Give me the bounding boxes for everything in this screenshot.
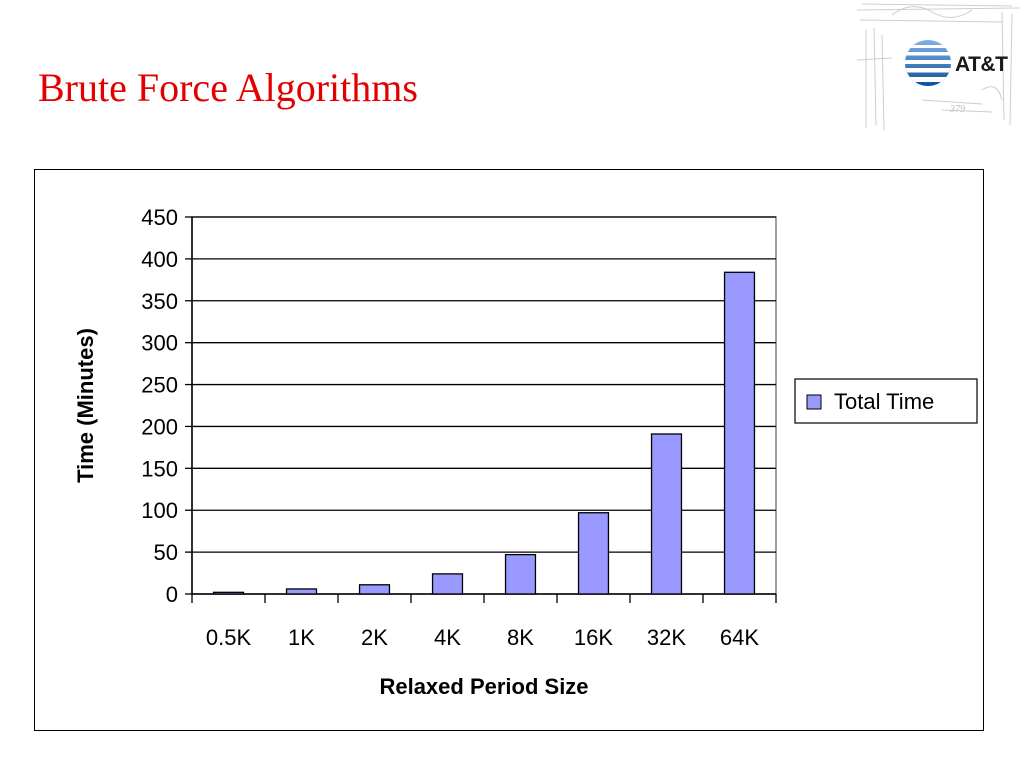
x-tick-label: 4K <box>434 625 461 650</box>
y-tick-label: 300 <box>141 331 178 356</box>
y-tick-label: 200 <box>141 414 178 439</box>
bar-chart: 0 50 100 150 200 250 300 350 400 450 0.5K 1K 2K 4K 8K 1… <box>73 205 978 699</box>
logo-background-sketch: 379 <box>856 3 1021 131</box>
y-tick-label: 400 <box>141 247 178 272</box>
bar-1k <box>285 588 318 595</box>
slide-title: Brute Force Algorithms <box>38 65 418 110</box>
att-logo: 379 <box>852 0 1024 132</box>
bar-64k <box>723 271 756 595</box>
x-tick-label: 1K <box>288 625 315 650</box>
bar-4k <box>431 573 464 595</box>
y-tick-label: 450 <box>141 205 178 230</box>
legend: Total Time <box>794 378 978 424</box>
bar-16k <box>577 512 610 595</box>
chart-frame: 0 50 100 150 200 250 300 350 400 450 0.5K 1K 2K 4K 8K 1… <box>34 169 984 731</box>
y-tick-label: 350 <box>141 289 178 314</box>
plot-area: 0 50 100 150 200 250 300 350 400 450 0.5K 1K 2K 4K 8K 1… <box>141 205 777 650</box>
bar-2k <box>358 584 391 595</box>
x-tick-label: 64K <box>720 625 759 650</box>
y-axis-title: Time (Minutes) <box>73 328 98 483</box>
bar-8k <box>504 553 537 595</box>
svg-text:379: 379 <box>949 104 965 115</box>
bar-32k <box>650 433 683 595</box>
y-tick-label: 50 <box>154 540 178 565</box>
x-tick-label: 16K <box>574 625 613 650</box>
bar-0-5k <box>212 591 245 595</box>
y-tick-label: 150 <box>141 456 178 481</box>
y-tick-label: 0 <box>166 582 178 607</box>
x-tick-label: 0.5K <box>206 625 252 650</box>
legend-swatch <box>806 394 822 410</box>
x-tick-label: 8K <box>507 625 534 650</box>
x-tick-label: 2K <box>361 625 388 650</box>
legend-label: Total Time <box>834 389 934 414</box>
y-tick-label: 250 <box>141 373 178 398</box>
logo-wordmark: AT&T <box>955 53 1008 76</box>
x-axis-title: Relaxed Period Size <box>379 674 588 699</box>
legend-box <box>794 378 978 424</box>
x-tick-label: 32K <box>647 625 686 650</box>
plot-border <box>191 216 777 595</box>
y-tick-label: 100 <box>141 498 178 523</box>
